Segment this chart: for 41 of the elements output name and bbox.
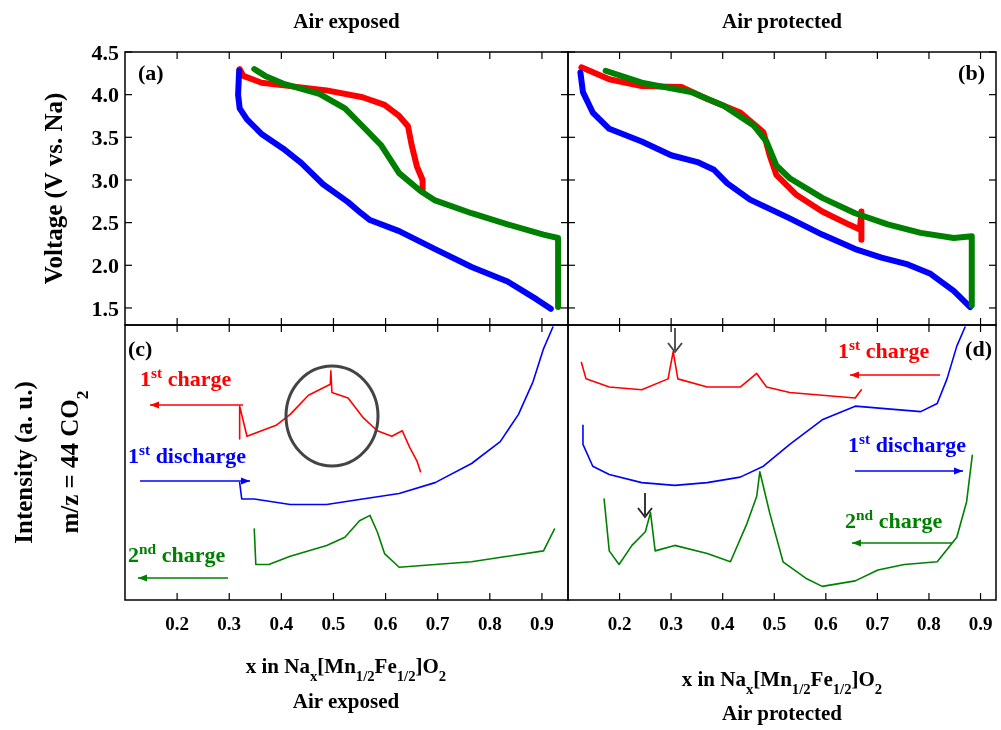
x-tick-label: 0.5 bbox=[321, 613, 346, 634]
y-tick-label: 2.5 bbox=[91, 210, 119, 236]
x-tick-label: 0.4 bbox=[710, 613, 736, 634]
annotation: (b) bbox=[958, 60, 985, 85]
series-label: 1$^{st}$ discharge bbox=[128, 440, 247, 468]
x-tick-label: 0.9 bbox=[530, 613, 554, 634]
x-tick-label: 0.6 bbox=[373, 613, 398, 634]
series-label: 2$^{nd}$ charge bbox=[128, 539, 226, 567]
x-tick-label: 0.7 bbox=[425, 613, 451, 634]
annotation: (a) bbox=[138, 60, 164, 85]
y-axis-title: Intensity (a. u.) bbox=[10, 381, 38, 544]
x-tick-label: 0.9 bbox=[968, 613, 993, 634]
x-tick-label: 0.4 bbox=[269, 613, 294, 634]
chart-title: Air exposed bbox=[293, 9, 400, 33]
y-tick-label: 3.0 bbox=[91, 167, 119, 193]
x-tick-label: 0.2 bbox=[607, 613, 632, 634]
annotation: (d) bbox=[965, 336, 992, 361]
x-tick-label: 0.3 bbox=[217, 613, 242, 634]
series-label: 1$^{st}$ discharge bbox=[848, 429, 967, 457]
text: Air exposed bbox=[292, 689, 400, 713]
series-label: 1$^{st}$ charge bbox=[838, 335, 930, 363]
x-tick-label: 0.8 bbox=[917, 613, 941, 634]
y-tick-label: 3.5 bbox=[91, 125, 119, 151]
x-tick-label: 0.6 bbox=[813, 613, 838, 634]
x-tick-label: 0.3 bbox=[659, 613, 684, 634]
y-tick-label: 4.5 bbox=[91, 39, 119, 65]
x-tick-label: 0.2 bbox=[165, 613, 189, 634]
x-axis-title: x in Na$_{x}$[Mn$_{1/2}$Fe$_{1/2}$]O$_{2}$ bbox=[245, 654, 447, 684]
series-label: 1$^{st}$ charge bbox=[140, 363, 232, 391]
x-axis-title: x in Na$_{x}$[Mn$_{1/2}$Fe$_{1/2}$]O$_{2}$ bbox=[681, 667, 883, 697]
y-tick-label: 1.5 bbox=[91, 295, 119, 321]
annotation: (c) bbox=[128, 336, 153, 361]
series-label: 2$^{nd}$ charge bbox=[845, 505, 943, 533]
y-tick-label: 2.0 bbox=[91, 252, 119, 278]
y-axis-title: Voltage (V vs. Na) bbox=[40, 92, 68, 285]
x-tick-label: 0.5 bbox=[762, 613, 787, 634]
chart-title: Air protected bbox=[722, 9, 843, 33]
x-tick-label: 0.8 bbox=[477, 613, 502, 634]
text: Air protected bbox=[722, 701, 843, 725]
y-tick-label: 4.0 bbox=[91, 82, 119, 108]
x-tick-label: 0.7 bbox=[865, 613, 890, 634]
